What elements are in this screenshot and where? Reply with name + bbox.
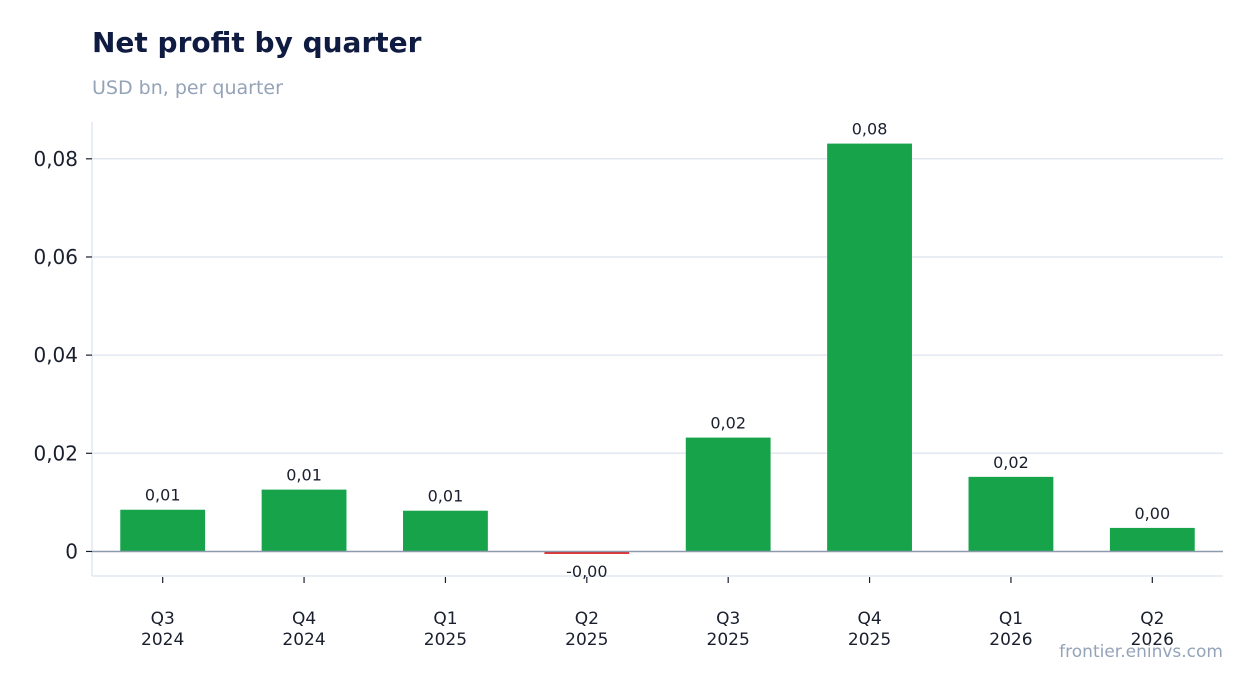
x-tick-label: 2025: [424, 630, 467, 650]
y-tick-label: 0,04: [33, 343, 78, 367]
x-tick-label: Q2: [575, 609, 599, 629]
y-tick-label: 0,06: [33, 245, 78, 269]
source-credit: frontier.eninvs.com: [1059, 642, 1223, 662]
data-label: 0,08: [852, 120, 888, 139]
bar: [1109, 527, 1195, 552]
x-tick-label: 2025: [565, 630, 608, 650]
axes: 0 0,02 0,04 0,06 0,08: [33, 122, 1223, 583]
x-tick-label: 2024: [141, 630, 184, 650]
data-label: -0,00: [566, 562, 607, 581]
x-tick-label: 2024: [282, 630, 325, 650]
x-tick-label: Q2: [1140, 609, 1164, 629]
labels: 0,01Q320240,01Q420240,01Q12025-0,00Q2202…: [92, 120, 1223, 650]
data-label: 0,01: [428, 487, 464, 506]
x-tick-label: Q3: [716, 609, 740, 629]
bar: [120, 509, 206, 552]
x-tick-label: Q4: [857, 609, 881, 629]
data-label: 0,02: [710, 414, 746, 433]
x-tick-label: 2026: [989, 630, 1032, 650]
chart-title: Net profit by quarter: [92, 26, 422, 59]
data-label: 0,02: [993, 453, 1029, 472]
x-tick-label: 2025: [707, 630, 750, 650]
chart-subtitle: USD bn, per quarter: [92, 77, 283, 99]
bar: [685, 437, 771, 552]
data-label: 0,01: [145, 486, 181, 505]
y-tick-label: 0,08: [33, 147, 78, 171]
bar: [261, 489, 347, 552]
x-tick-label: 2025: [848, 630, 891, 650]
x-tick-label: 2026: [1131, 630, 1174, 650]
bars: [120, 143, 1195, 554]
bar: [403, 510, 488, 552]
x-tick-label: Q3: [151, 609, 175, 629]
data-label: 0,00: [1135, 504, 1171, 523]
x-tick-label: Q1: [999, 609, 1023, 629]
y-tick-label: 0,02: [33, 441, 78, 465]
y-tick-label: 0: [65, 539, 78, 563]
x-tick-label: Q4: [292, 609, 316, 629]
x-tick-label: Q1: [433, 609, 457, 629]
bar: [827, 143, 912, 552]
bar: [968, 476, 1054, 552]
bar: [544, 551, 630, 554]
data-label: 0,01: [286, 466, 322, 485]
grid-lines: [92, 158, 1223, 455]
